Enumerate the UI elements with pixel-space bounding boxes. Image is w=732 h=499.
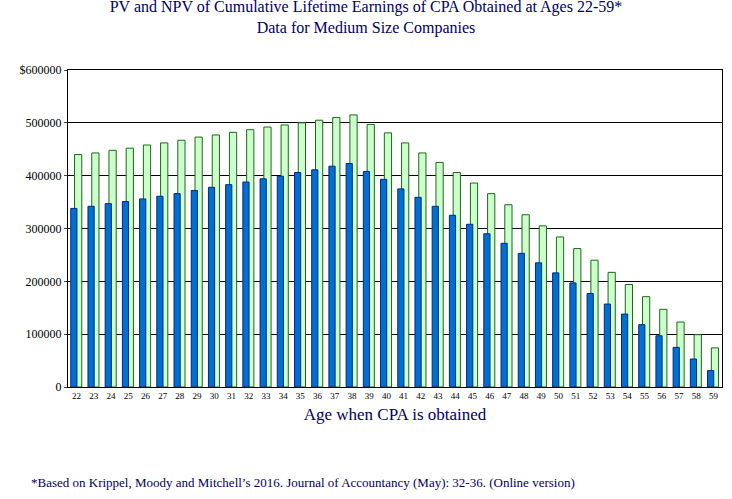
svg-text:49: 49 (537, 391, 547, 401)
svg-text:57: 57 (674, 391, 684, 401)
svg-text:42: 42 (416, 391, 425, 401)
svg-text:53: 53 (606, 391, 616, 401)
svg-text:30: 30 (210, 391, 220, 401)
svg-text:400000: 400000 (26, 169, 62, 183)
svg-text:*Based on Krippel, Moody and M: *Based on Krippel, Moody and Mitchell’s … (31, 475, 575, 490)
svg-text:45: 45 (468, 391, 478, 401)
svg-text:24: 24 (107, 391, 117, 401)
svg-text:39: 39 (365, 391, 375, 401)
svg-text:43: 43 (434, 391, 444, 401)
svg-text:36: 36 (313, 391, 323, 401)
svg-text:40: 40 (382, 391, 392, 401)
svg-text:28: 28 (175, 391, 185, 401)
svg-text:35: 35 (296, 391, 306, 401)
svg-text:47: 47 (502, 391, 512, 401)
svg-text:52: 52 (588, 391, 597, 401)
svg-text:26: 26 (141, 391, 151, 401)
svg-text:38: 38 (347, 391, 357, 401)
svg-text:27: 27 (158, 391, 168, 401)
svg-text:0: 0 (56, 380, 62, 394)
svg-text:58: 58 (692, 391, 702, 401)
svg-text:54: 54 (623, 391, 633, 401)
svg-text:33: 33 (261, 391, 271, 401)
svg-text:50: 50 (554, 391, 564, 401)
svg-text:300000: 300000 (26, 222, 62, 236)
svg-text:51: 51 (571, 391, 580, 401)
svg-text:Age when CPA is obtained: Age when CPA is obtained (304, 405, 487, 424)
svg-text:29: 29 (193, 391, 203, 401)
svg-text:PV and NPV of Cumulative Lifet: PV and NPV of Cumulative Lifetime Earnin… (110, 0, 623, 37)
svg-text:100000: 100000 (26, 327, 62, 341)
svg-text:25: 25 (124, 391, 134, 401)
svg-text:23: 23 (89, 391, 99, 401)
svg-text:46: 46 (485, 391, 495, 401)
svg-text:41: 41 (399, 391, 408, 401)
svg-text:32: 32 (244, 391, 253, 401)
svg-text:$600000: $600000 (20, 63, 62, 77)
svg-text:55: 55 (640, 391, 650, 401)
svg-text:48: 48 (520, 391, 530, 401)
svg-text:59: 59 (709, 391, 719, 401)
svg-text:22: 22 (72, 391, 81, 401)
svg-text:31: 31 (227, 391, 236, 401)
svg-text:200000: 200000 (26, 275, 62, 289)
svg-text:37: 37 (330, 391, 340, 401)
svg-text:500000: 500000 (26, 116, 62, 130)
svg-text:44: 44 (451, 391, 461, 401)
svg-text:34: 34 (279, 391, 289, 401)
svg-text:56: 56 (657, 391, 667, 401)
